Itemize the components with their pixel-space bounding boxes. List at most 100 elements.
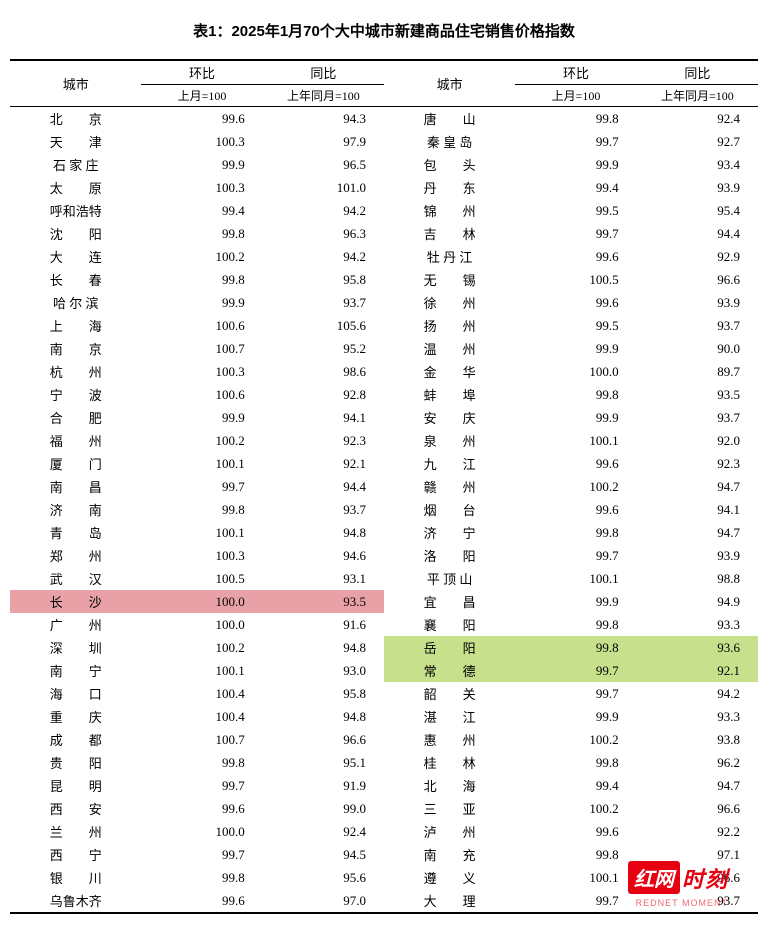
value-cell: 99.9	[141, 153, 262, 176]
city-cell: 长 沙	[10, 590, 141, 613]
value-cell: 93.7	[263, 291, 384, 314]
value-cell: 92.4	[637, 107, 758, 131]
city-cell: 韶 关	[384, 682, 515, 705]
value-cell: 90.0	[637, 337, 758, 360]
table-row: 南 京100.795.2温 州99.990.0	[10, 337, 758, 360]
city-cell: 重 庆	[10, 705, 141, 728]
value-cell: 99.7	[515, 130, 636, 153]
city-cell: 西 安	[10, 797, 141, 820]
value-cell: 99.6	[515, 498, 636, 521]
value-cell: 99.6	[141, 797, 262, 820]
value-cell: 94.8	[263, 636, 384, 659]
value-cell: 94.2	[263, 245, 384, 268]
col-mom-right: 环比	[515, 60, 636, 85]
city-cell: 泸 州	[384, 820, 515, 843]
city-cell: 海 口	[10, 682, 141, 705]
value-cell: 93.1	[263, 567, 384, 590]
col-city-left: 城市	[10, 60, 141, 107]
table-row: 北 京99.694.3唐 山99.892.4	[10, 107, 758, 131]
value-cell: 100.1	[141, 452, 262, 475]
city-cell: 安 庆	[384, 406, 515, 429]
table-row: 南 宁100.193.0常 德99.792.1	[10, 659, 758, 682]
city-cell: 丹 东	[384, 176, 515, 199]
value-cell: 99.0	[263, 797, 384, 820]
city-cell: 遵 义	[384, 866, 515, 889]
value-cell: 100.3	[141, 176, 262, 199]
city-cell: 南 昌	[10, 475, 141, 498]
value-cell: 99.8	[515, 636, 636, 659]
value-cell: 94.8	[263, 521, 384, 544]
value-cell: 99.5	[515, 199, 636, 222]
table-row: 厦 门100.192.1九 江99.692.3	[10, 452, 758, 475]
city-cell: 上 海	[10, 314, 141, 337]
city-cell: 乌鲁木齐	[10, 889, 141, 913]
value-cell: 92.3	[637, 452, 758, 475]
city-cell: 成 都	[10, 728, 141, 751]
value-cell: 100.3	[141, 544, 262, 567]
city-cell: 银 川	[10, 866, 141, 889]
value-cell: 100.1	[141, 521, 262, 544]
table-row: 上 海100.6105.6扬 州99.593.7	[10, 314, 758, 337]
value-cell: 100.2	[141, 636, 262, 659]
value-cell: 99.7	[515, 544, 636, 567]
value-cell: 93.7	[637, 314, 758, 337]
city-cell: 惠 州	[384, 728, 515, 751]
value-cell: 99.7	[141, 774, 262, 797]
city-cell: 包 头	[384, 153, 515, 176]
value-cell: 99.9	[515, 406, 636, 429]
col-mom-left: 环比	[141, 60, 262, 85]
value-cell: 99.4	[141, 199, 262, 222]
table-row: 深 圳100.294.8岳 阳99.893.6	[10, 636, 758, 659]
value-cell: 94.2	[637, 682, 758, 705]
city-cell: 烟 台	[384, 498, 515, 521]
value-cell: 94.1	[263, 406, 384, 429]
value-cell: 95.8	[263, 682, 384, 705]
table-row: 天 津100.397.9秦 皇 岛99.792.7	[10, 130, 758, 153]
table-row: 石 家 庄99.996.5包 头99.993.4	[10, 153, 758, 176]
city-cell: 宜 昌	[384, 590, 515, 613]
city-cell: 济 南	[10, 498, 141, 521]
city-cell: 兰 州	[10, 820, 141, 843]
table-row: 重 庆100.494.8湛 江99.993.3	[10, 705, 758, 728]
value-cell: 94.4	[637, 222, 758, 245]
city-cell: 大 连	[10, 245, 141, 268]
city-cell: 武 汉	[10, 567, 141, 590]
watermark-sub: REDNET MOMENT	[636, 898, 728, 908]
value-cell: 99.8	[141, 268, 262, 291]
value-cell: 99.8	[141, 498, 262, 521]
city-cell: 厦 门	[10, 452, 141, 475]
value-cell: 100.2	[515, 797, 636, 820]
value-cell: 99.7	[515, 889, 636, 913]
watermark: 红网 时刻	[628, 861, 728, 894]
value-cell: 100.0	[141, 590, 262, 613]
value-cell: 92.9	[637, 245, 758, 268]
value-cell: 99.6	[515, 820, 636, 843]
value-cell: 94.4	[263, 475, 384, 498]
value-cell: 99.8	[515, 751, 636, 774]
table-row: 贵 阳99.895.1桂 林99.896.2	[10, 751, 758, 774]
value-cell: 95.2	[263, 337, 384, 360]
table-row: 昆 明99.791.9北 海99.494.7	[10, 774, 758, 797]
table-row: 长 沙100.093.5宜 昌99.994.9	[10, 590, 758, 613]
value-cell: 93.9	[637, 291, 758, 314]
value-cell: 94.8	[263, 705, 384, 728]
value-cell: 97.0	[263, 889, 384, 913]
value-cell: 100.2	[141, 429, 262, 452]
value-cell: 98.6	[263, 360, 384, 383]
value-cell: 93.8	[637, 728, 758, 751]
value-cell: 99.9	[515, 590, 636, 613]
value-cell: 94.3	[263, 107, 384, 131]
value-cell: 99.7	[515, 682, 636, 705]
table-row: 成 都100.796.6惠 州100.293.8	[10, 728, 758, 751]
value-cell: 99.8	[515, 383, 636, 406]
value-cell: 99.9	[141, 291, 262, 314]
value-cell: 99.8	[515, 843, 636, 866]
city-cell: 九 江	[384, 452, 515, 475]
table-row: 哈 尔 滨99.993.7徐 州99.693.9	[10, 291, 758, 314]
table-row: 青 岛100.194.8济 宁99.894.7	[10, 521, 758, 544]
table-row: 呼和浩特99.494.2锦 州99.595.4	[10, 199, 758, 222]
col-mom-sub-right: 上月=100	[515, 85, 636, 107]
value-cell: 99.4	[515, 176, 636, 199]
value-cell: 99.7	[141, 843, 262, 866]
city-cell: 福 州	[10, 429, 141, 452]
